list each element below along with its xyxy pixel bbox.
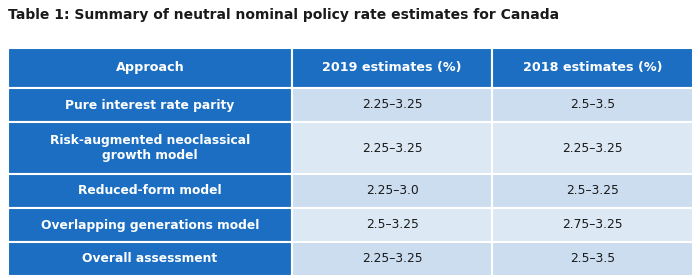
Bar <box>292 174 492 208</box>
Text: Approach: Approach <box>116 61 184 75</box>
Text: 2.5–3.5: 2.5–3.5 <box>570 252 615 265</box>
Text: 2.5–3.25: 2.5–3.25 <box>365 219 419 232</box>
Bar <box>492 174 693 208</box>
Text: Reduced-form model: Reduced-form model <box>78 185 222 197</box>
Text: 2.25–3.25: 2.25–3.25 <box>362 142 422 155</box>
Text: Risk-augmented neoclassical
growth model: Risk-augmented neoclassical growth model <box>50 134 250 162</box>
Bar <box>492 88 693 122</box>
Bar <box>8 208 292 242</box>
Text: 2.25–3.0: 2.25–3.0 <box>365 185 419 197</box>
Text: 2.5–3.5: 2.5–3.5 <box>570 98 615 111</box>
Text: 2.5–3.25: 2.5–3.25 <box>566 185 619 197</box>
Text: Table 1: Summary of neutral nominal policy rate estimates for Canada: Table 1: Summary of neutral nominal poli… <box>8 8 559 22</box>
Bar <box>8 122 292 174</box>
Bar <box>8 242 292 276</box>
Bar <box>492 208 693 242</box>
Bar <box>492 242 693 276</box>
Text: 2.25–3.25: 2.25–3.25 <box>362 252 422 265</box>
Bar <box>8 48 292 88</box>
Bar <box>292 208 492 242</box>
Bar <box>8 88 292 122</box>
Bar <box>492 48 693 88</box>
Text: Pure interest rate parity: Pure interest rate parity <box>65 98 234 111</box>
Bar <box>292 88 492 122</box>
Text: 2019 estimates (%): 2019 estimates (%) <box>322 61 462 75</box>
Bar <box>8 174 292 208</box>
Bar <box>292 122 492 174</box>
Bar <box>292 242 492 276</box>
Text: 2.75–3.25: 2.75–3.25 <box>562 219 623 232</box>
Text: Overall assessment: Overall assessment <box>83 252 218 265</box>
Bar <box>292 48 492 88</box>
Text: 2.25–3.25: 2.25–3.25 <box>562 142 623 155</box>
Bar <box>492 122 693 174</box>
Text: 2018 estimates (%): 2018 estimates (%) <box>523 61 662 75</box>
Text: 2.25–3.25: 2.25–3.25 <box>362 98 422 111</box>
Text: Overlapping generations model: Overlapping generations model <box>41 219 259 232</box>
